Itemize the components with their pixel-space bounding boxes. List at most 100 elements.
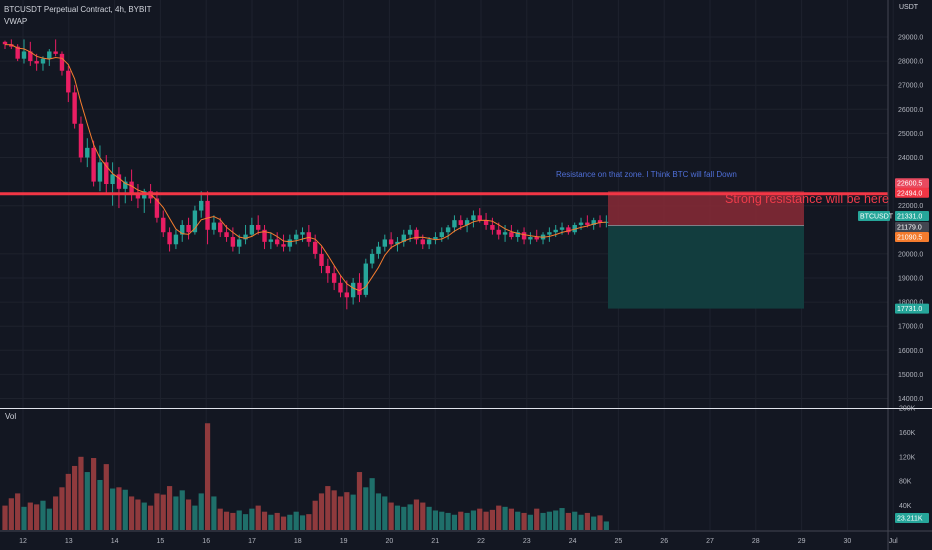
volume-bar: [363, 487, 369, 530]
volume-bar: [470, 510, 477, 530]
candle-body: [293, 234, 299, 240]
volume-bar: [179, 490, 185, 530]
volume-bar: [72, 465, 78, 530]
candle-body: [515, 232, 520, 238]
volume-bar: [59, 487, 65, 530]
volume-bar: [413, 499, 420, 530]
resistance-annotation[interactable]: Resistance on that zone. I Think BTC wil…: [556, 170, 737, 179]
volume-bar: [147, 505, 154, 530]
price-tick-label: 15000.0: [898, 372, 923, 379]
volume-bar: [287, 514, 293, 530]
volume-bar: [375, 493, 382, 530]
symbol-tag: BTCUSDT: [860, 214, 894, 221]
candle-body: [116, 174, 122, 189]
target-price-tag: 17731.0: [897, 306, 922, 313]
volume-tick-label: 160K: [899, 430, 916, 437]
candle-body: [161, 217, 166, 233]
time-tick-label: 30: [844, 538, 852, 545]
volume-bar: [432, 510, 439, 530]
volume-bar: [21, 506, 27, 530]
candle-body: [344, 292, 350, 298]
volume-bar: [129, 496, 135, 530]
volume-tick-label: 40K: [899, 503, 912, 510]
grid-layer: [0, 0, 894, 530]
volume-bar: [540, 512, 546, 530]
time-tick-label: 22: [477, 538, 485, 545]
candle-body: [249, 224, 255, 235]
candle-body: [256, 224, 261, 230]
time-tick-label: 20: [386, 538, 394, 545]
take-profit-zone: [608, 225, 804, 309]
volume-bar: [91, 458, 97, 530]
vwap-price-tag-bg: [895, 232, 929, 242]
candle-body: [483, 220, 489, 225]
resistance-price-tag: 22494.0: [897, 190, 922, 197]
volume-bar: [306, 514, 312, 530]
candle-body: [224, 232, 229, 238]
volume-bar: [508, 508, 514, 530]
candle-body: [458, 220, 463, 225]
volume-bar: [496, 505, 502, 530]
volume-bar: [401, 506, 407, 530]
time-tick-label: 16: [202, 538, 210, 545]
volume-bar: [268, 514, 274, 530]
volume-bar: [318, 493, 325, 530]
candle-body: [21, 51, 27, 59]
volume-bar: [331, 490, 337, 530]
indicator-label[interactable]: VWAP: [4, 17, 28, 26]
candle-body: [585, 222, 590, 225]
volume-bar: [603, 521, 609, 530]
volume-bar: [274, 512, 280, 530]
current-price-tag-bg: [895, 211, 929, 221]
candle-body: [15, 46, 20, 59]
volume-bar: [527, 514, 533, 530]
candle-body: [192, 210, 198, 233]
time-tick-label: 23: [523, 538, 531, 545]
time-tick-label: 17: [248, 538, 256, 545]
volume-bar: [584, 512, 590, 530]
price-tick-label: 26000.0: [898, 107, 923, 114]
candle-body: [180, 224, 185, 235]
volume-bar: [464, 512, 470, 530]
volume-bar: [420, 502, 426, 530]
volume-bar: [34, 504, 40, 530]
candle-body: [129, 181, 134, 194]
candle-body: [268, 239, 274, 242]
volume-bar: [382, 496, 388, 530]
candle-body: [452, 220, 457, 228]
candle-body: [591, 220, 596, 225]
volume-bar: [40, 500, 46, 530]
candle-body: [553, 229, 558, 233]
volume-bar: [97, 479, 103, 530]
volume-bar: [591, 516, 597, 530]
candle-body: [78, 123, 84, 158]
candle-body: [414, 229, 419, 240]
volume-tick-label: 120K: [899, 454, 916, 461]
volume-bar: [141, 502, 147, 530]
entry-price-tag: 21179.0: [897, 225, 922, 232]
candle-body: [433, 237, 438, 240]
volume-bar: [483, 511, 489, 530]
volume-pane-label[interactable]: Vol: [5, 412, 17, 421]
volume-bar: [388, 502, 394, 530]
price-tick-label: 28000.0: [898, 59, 923, 66]
vwap-price-tag: 21090.5: [897, 235, 922, 242]
candle-body: [521, 232, 527, 240]
time-tick-label: 26: [660, 538, 668, 545]
candle-body: [559, 227, 565, 230]
volume-bar: [312, 500, 318, 530]
volume-bar: [204, 423, 211, 530]
time-tick-label: 21: [431, 538, 439, 545]
candle-body: [338, 282, 343, 293]
price-tick-label: 16000.0: [898, 348, 923, 355]
time-tick-label: 12: [19, 538, 27, 545]
time-tick-label: 19: [340, 538, 348, 545]
volume-bar: [122, 489, 128, 530]
entry-price-tag-bg: [895, 222, 929, 232]
time-tick-label: 24: [569, 538, 577, 545]
time-tick-label: 28: [752, 538, 760, 545]
strong-resistance-note[interactable]: Strong resistance will be here: [725, 192, 889, 206]
candle-body: [59, 53, 65, 71]
